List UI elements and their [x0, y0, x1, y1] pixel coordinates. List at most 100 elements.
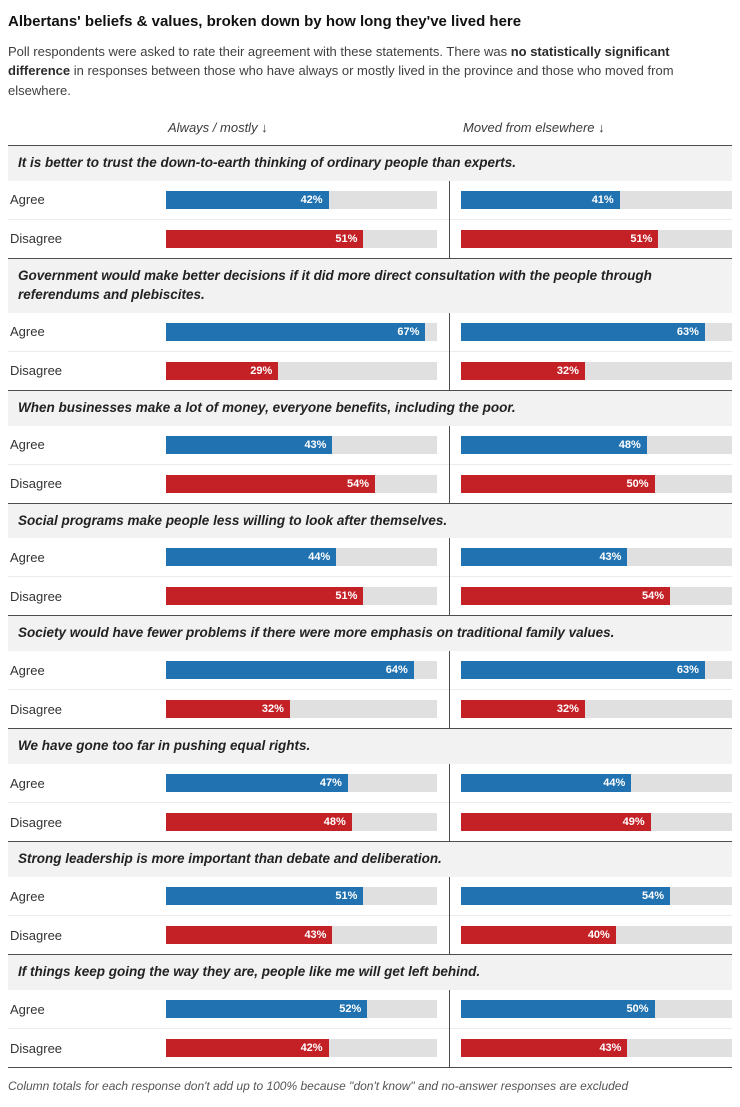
bar-fill: 43% — [461, 1039, 628, 1058]
statement-section: Society would have fewer problems if the… — [8, 615, 732, 729]
bar-cell: 32% — [461, 361, 732, 380]
bar-cell: 48% — [461, 435, 732, 454]
bar-cell: 54% — [461, 887, 732, 906]
bar-track: 42% — [166, 190, 437, 209]
bar-value-label: 63% — [676, 325, 699, 338]
bar-cell: 41% — [461, 190, 732, 209]
bar-fill: 48% — [461, 435, 647, 454]
bar-value-label: 49% — [622, 816, 645, 829]
bar-track: 44% — [461, 774, 732, 793]
bar-cell: 51% — [461, 229, 732, 248]
bar-fill: 40% — [461, 926, 616, 945]
bar-value-label: 64% — [385, 664, 408, 677]
bar-cell: 44% — [461, 774, 732, 793]
column-divider — [449, 180, 450, 258]
statement-section: We have gone too far in pushing equal ri… — [8, 728, 732, 842]
bar-cell: 63% — [461, 322, 732, 341]
bar-track: 64% — [166, 661, 437, 680]
statement-text: When businesses make a lot of money, eve… — [8, 390, 732, 426]
bar-value-label: 32% — [556, 364, 579, 377]
bar-value-label: 54% — [642, 590, 665, 603]
bar-fill: 54% — [166, 474, 376, 493]
row-label: Disagree — [10, 927, 63, 943]
statement-text: If things keep going the way they are, p… — [8, 955, 732, 991]
column-header-moved-elsewhere: Moved from elsewhere ↓ — [463, 120, 605, 135]
row-label: Agree — [10, 662, 45, 678]
row-label: Agree — [10, 1001, 45, 1017]
bar-fill: 43% — [166, 926, 333, 945]
bar-cell: 43% — [166, 435, 437, 454]
bar-row: Disagree 54% 50% — [8, 463, 732, 503]
bar-fill: 67% — [166, 322, 426, 341]
bar-cell: 51% — [166, 229, 437, 248]
statement-text: It is better to trust the down-to-earth … — [8, 146, 732, 181]
bar-fill: 32% — [166, 700, 290, 719]
statement-section: If things keep going the way they are, p… — [8, 954, 732, 1068]
bar-fill: 32% — [461, 700, 585, 719]
bar-track: 48% — [461, 435, 732, 454]
statement-rows: Agree 47% 44% Disagree 48% 49% — [8, 764, 732, 842]
subtitle: Poll respondents were asked to rate thei… — [8, 42, 714, 101]
row-label: Disagree — [10, 814, 63, 830]
bar-row: Disagree 32% 32% — [8, 689, 732, 728]
bar-cell: 42% — [166, 1039, 437, 1058]
bar-row: Disagree 29% 32% — [8, 350, 732, 390]
row-label: Disagree — [10, 231, 63, 247]
bar-value-label: 54% — [347, 477, 370, 490]
bar-track: 41% — [461, 190, 732, 209]
bar-value-label: 42% — [300, 193, 323, 206]
row-label: Agree — [10, 549, 45, 565]
row-label: Agree — [10, 192, 45, 208]
bar-cell: 64% — [166, 661, 437, 680]
row-label: Disagree — [10, 476, 63, 492]
bar-value-label: 67% — [397, 325, 420, 338]
column-divider — [449, 425, 450, 503]
statement-rows: Agree 51% 54% Disagree 43% 40% — [8, 877, 732, 955]
subtitle-text-2: in responses between those who have alwa… — [8, 63, 674, 98]
bar-value-label: 51% — [335, 890, 358, 903]
bar-track: 51% — [166, 229, 437, 248]
statement-text: Social programs make people less willing… — [8, 503, 732, 539]
bar-track: 44% — [166, 548, 437, 567]
bar-track: 47% — [166, 774, 437, 793]
bar-value-label: 51% — [335, 232, 358, 245]
statement-rows: Agree 42% 41% Disagree 51% 51% — [8, 180, 732, 258]
bar-value-label: 51% — [630, 232, 653, 245]
bar-fill: 51% — [166, 587, 364, 606]
bar-value-label: 48% — [618, 438, 641, 451]
bar-value-label: 50% — [626, 477, 649, 490]
bar-fill: 44% — [166, 548, 337, 567]
bar-row: Agree 43% 48% — [8, 426, 732, 464]
bar-track: 63% — [461, 322, 732, 341]
bar-value-label: 40% — [587, 929, 610, 942]
statement-text: Government would make better decisions i… — [8, 258, 732, 313]
bar-fill: 32% — [461, 361, 585, 380]
bar-fill: 42% — [166, 190, 329, 209]
bar-fill: 43% — [461, 548, 628, 567]
bar-value-label: 43% — [599, 1042, 622, 1055]
row-label: Disagree — [10, 701, 63, 717]
bar-fill: 51% — [166, 229, 364, 248]
bar-track: 43% — [461, 548, 732, 567]
bar-value-label: 32% — [556, 703, 579, 716]
bar-fill: 49% — [461, 813, 651, 832]
bar-cell: 51% — [166, 887, 437, 906]
bar-track: 54% — [461, 887, 732, 906]
row-label: Disagree — [10, 588, 63, 604]
row-label: Agree — [10, 324, 45, 340]
bar-fill: 29% — [166, 361, 279, 380]
bar-fill: 54% — [461, 587, 671, 606]
row-label: Disagree — [10, 1040, 63, 1056]
bar-cell: 63% — [461, 661, 732, 680]
statement-rows: Agree 52% 50% Disagree 42% 43% — [8, 990, 732, 1068]
bar-cell: 43% — [166, 926, 437, 945]
column-divider — [449, 990, 450, 1068]
bar-track: 51% — [461, 229, 732, 248]
bar-cell: 43% — [461, 1039, 732, 1058]
bar-cell: 32% — [461, 700, 732, 719]
bar-value-label: 29% — [250, 364, 273, 377]
bar-fill: 51% — [461, 229, 659, 248]
column-divider — [449, 538, 450, 616]
bar-fill: 63% — [461, 661, 705, 680]
row-label: Agree — [10, 775, 45, 791]
